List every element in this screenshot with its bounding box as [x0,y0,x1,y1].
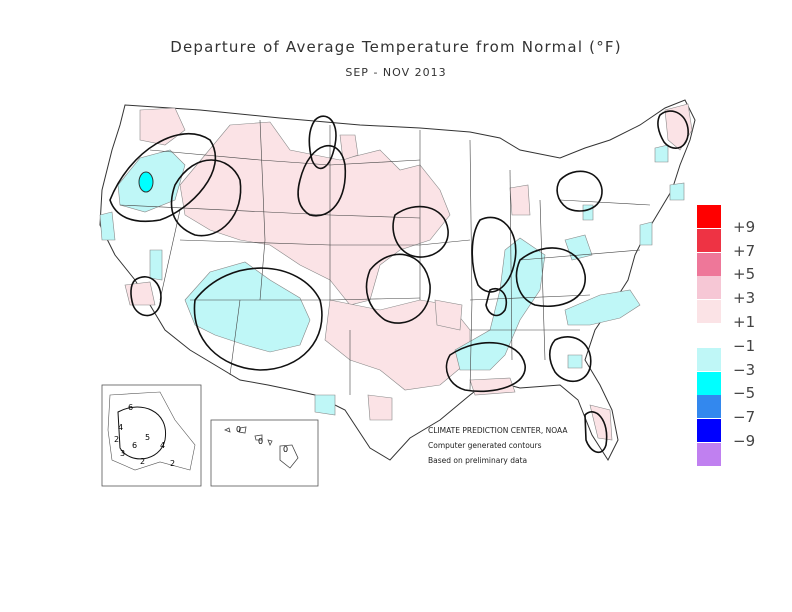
legend-label: −9 [733,432,756,450]
legend-label: +1 [733,313,756,331]
legend-swatch [697,300,721,324]
legend-swatch [697,252,721,276]
credit-basis: Based on preliminary data [428,456,528,465]
alaska-contour-label: 4 [160,441,165,450]
alaska-contour-label: 2 [114,435,119,444]
legend-swatch [697,276,721,300]
legend-swatch [697,347,721,371]
cold-core-idaho [138,171,154,193]
map-subtitle: SEP - NOV 2013 [345,66,447,79]
legend-label: −7 [733,408,756,427]
alaska-inset: 6 4 2 3 5 6 4 2 2 [101,384,202,487]
legend-label: +5 [733,265,756,284]
legend-label: +3 [733,289,756,308]
legend-label: −1 [733,336,756,355]
alaska-contour-label: 6 [132,441,137,450]
contour-lines [109,110,689,454]
legend-swatch [697,395,721,419]
legend-label: −3 [733,360,756,379]
state-boundaries [119,119,651,395]
alaska-contour-label: 2 [170,459,175,468]
legend-swatch [697,228,721,252]
hawaii-contour-label: 0 [258,437,263,446]
alaska-contour-label: 2 [140,457,145,466]
legend-swatch [697,419,721,443]
credit-agency: CLIMATE PREDICTION CENTER, NOAA [428,426,568,435]
hawaii-contour-label: 0 [236,425,241,434]
legend-swatch [697,443,721,466]
alaska-contour-label: 3 [120,449,125,458]
map-title: Departure of Average Temperature from No… [170,38,622,56]
alaska-contour-label: 5 [145,433,150,442]
hawaii-contour-label: 0 [283,445,288,454]
legend-swatch [697,205,721,228]
legend-label: −5 [733,384,756,403]
legend-label: +7 [733,241,756,260]
legend-swatch [697,324,721,347]
hawaii-inset: 0 0 0 [210,419,319,487]
credit-method: Computer generated contours [428,441,542,450]
cool-anomaly-regions [99,144,685,416]
legend-label: +9 [733,217,756,236]
legend-swatch [697,371,721,395]
alaska-contour-label: 6 [128,403,133,412]
alaska-contour-label: 4 [118,423,123,432]
